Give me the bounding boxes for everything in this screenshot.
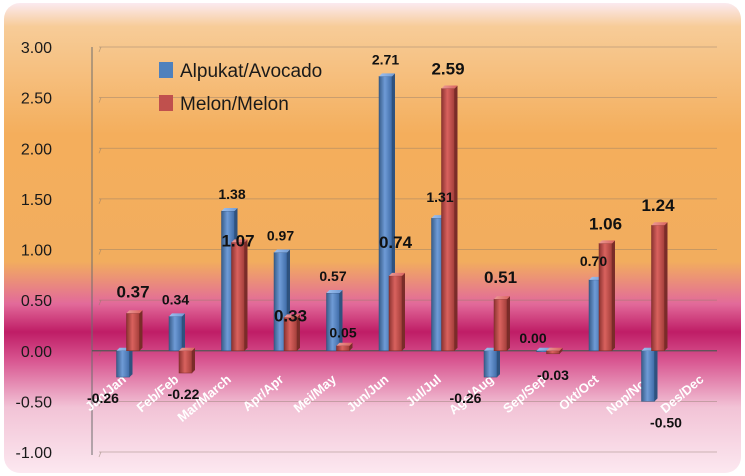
bar-side — [129, 347, 133, 378]
bar-top — [274, 249, 290, 253]
bar-melon — [493, 298, 508, 351]
gridline-depth — [98, 249, 102, 255]
data-label: 1.06 — [589, 214, 622, 233]
gridline-depth — [98, 148, 102, 154]
data-labels: -0.26 0.34 1.38 0.97 0.57 2.71 1.31 -0.26 0.00 0.… — [87, 51, 682, 430]
bar-top — [494, 296, 510, 300]
data-label: 1.07 — [221, 231, 254, 250]
bar-top — [336, 342, 353, 346]
bar-avocado — [168, 316, 183, 352]
bar-side — [297, 314, 300, 351]
bar-top — [326, 290, 343, 294]
bar-side — [182, 313, 185, 351]
bar-chart: 3.002.502.001.501.000.500.00-0.50-1.00Ja… — [4, 3, 741, 473]
y-tick-label: 1.00 — [21, 243, 52, 260]
data-label: 0.97 — [267, 228, 294, 244]
bar-melon — [336, 345, 350, 351]
bar-avocado — [116, 350, 130, 378]
bar-top — [599, 240, 615, 244]
data-label: 2.71 — [372, 51, 399, 67]
data-label: 1.24 — [641, 196, 675, 215]
y-tick-label: 0.50 — [21, 293, 52, 310]
bar-side — [612, 240, 615, 351]
data-label: 0.33 — [274, 306, 307, 325]
data-label: -0.22 — [168, 386, 200, 402]
legend-swatch — [159, 62, 173, 78]
bar-side — [339, 290, 343, 351]
data-label: 0.00 — [519, 330, 546, 346]
gridline-depth — [98, 451, 102, 458]
bar-top — [651, 222, 668, 226]
data-label: -0.26 — [87, 390, 119, 406]
bars — [116, 73, 668, 402]
data-label: 0.57 — [319, 268, 346, 284]
gridline-depth — [98, 350, 102, 356]
bar-top — [441, 85, 458, 89]
bar-top — [546, 347, 563, 351]
data-label: 1.31 — [426, 189, 453, 205]
bar-side — [507, 296, 510, 351]
data-label: 0.05 — [329, 325, 356, 341]
bar-top — [169, 313, 185, 317]
y-tick-label: 1.50 — [21, 192, 52, 209]
legend-label: Melon/Melon — [180, 94, 289, 115]
bar-melon — [441, 88, 455, 351]
bar-side — [664, 222, 668, 351]
bar-side — [454, 85, 458, 351]
data-label: 0.51 — [484, 268, 517, 287]
chart-frame: 3.00 2.50 2.00 1.50 1.00 0.50 0.00 -0.50 -1.00 Ja… — [4, 3, 741, 473]
data-label: 0.70 — [580, 253, 607, 269]
bar-avocado — [641, 350, 655, 402]
data-label: 2.59 — [431, 60, 464, 79]
data-label: 1.38 — [218, 186, 245, 202]
bar-avocado — [326, 292, 340, 352]
bar-top — [379, 73, 395, 77]
bar-melon — [178, 350, 193, 374]
data-label: -0.50 — [650, 414, 682, 430]
y-tick-label: 2.50 — [21, 91, 52, 108]
bar-side — [402, 272, 405, 351]
bar-top — [284, 314, 300, 318]
data-label: 0.74 — [379, 233, 413, 252]
gridline-depth — [98, 299, 102, 306]
gridline-depth — [98, 97, 102, 103]
data-label: -0.26 — [450, 390, 482, 406]
legend-label: Alpukat/Avocado — [180, 61, 322, 82]
bar-side — [654, 347, 658, 402]
bar-melon — [546, 350, 560, 355]
bar-top — [389, 272, 405, 276]
data-label: -0.03 — [537, 367, 569, 383]
bar-top — [126, 310, 143, 314]
gridline-depth — [98, 401, 102, 407]
bar-top — [221, 208, 238, 212]
y-tick-label: -0.50 — [16, 394, 53, 411]
gridline-depth — [98, 198, 102, 205]
legend: Alpukat/Avocado Melon/Melon — [159, 61, 322, 115]
bar-side — [139, 310, 143, 351]
bar-top — [179, 347, 195, 351]
y-tick-label: 0.00 — [21, 344, 52, 361]
y-tick-label: 2.00 — [21, 141, 52, 158]
bar-side — [244, 239, 248, 351]
bar-side — [349, 342, 353, 351]
bar-melon — [231, 242, 245, 352]
y-tick-label: 3.00 — [21, 40, 52, 57]
bar-side — [192, 347, 195, 374]
y-tick-label: -1.00 — [16, 445, 53, 462]
bar-melon — [651, 224, 665, 351]
bar-melon — [388, 275, 403, 352]
chart-background — [4, 3, 741, 473]
bar-top — [231, 239, 248, 243]
data-label: 0.34 — [162, 291, 189, 307]
bar-avocado — [483, 350, 498, 378]
legend-swatch — [159, 95, 173, 111]
gridline-depth — [98, 46, 102, 53]
bar-side — [559, 347, 563, 354]
bar-melon — [126, 313, 140, 352]
bar-side — [497, 347, 500, 378]
data-label: 0.37 — [116, 282, 149, 301]
